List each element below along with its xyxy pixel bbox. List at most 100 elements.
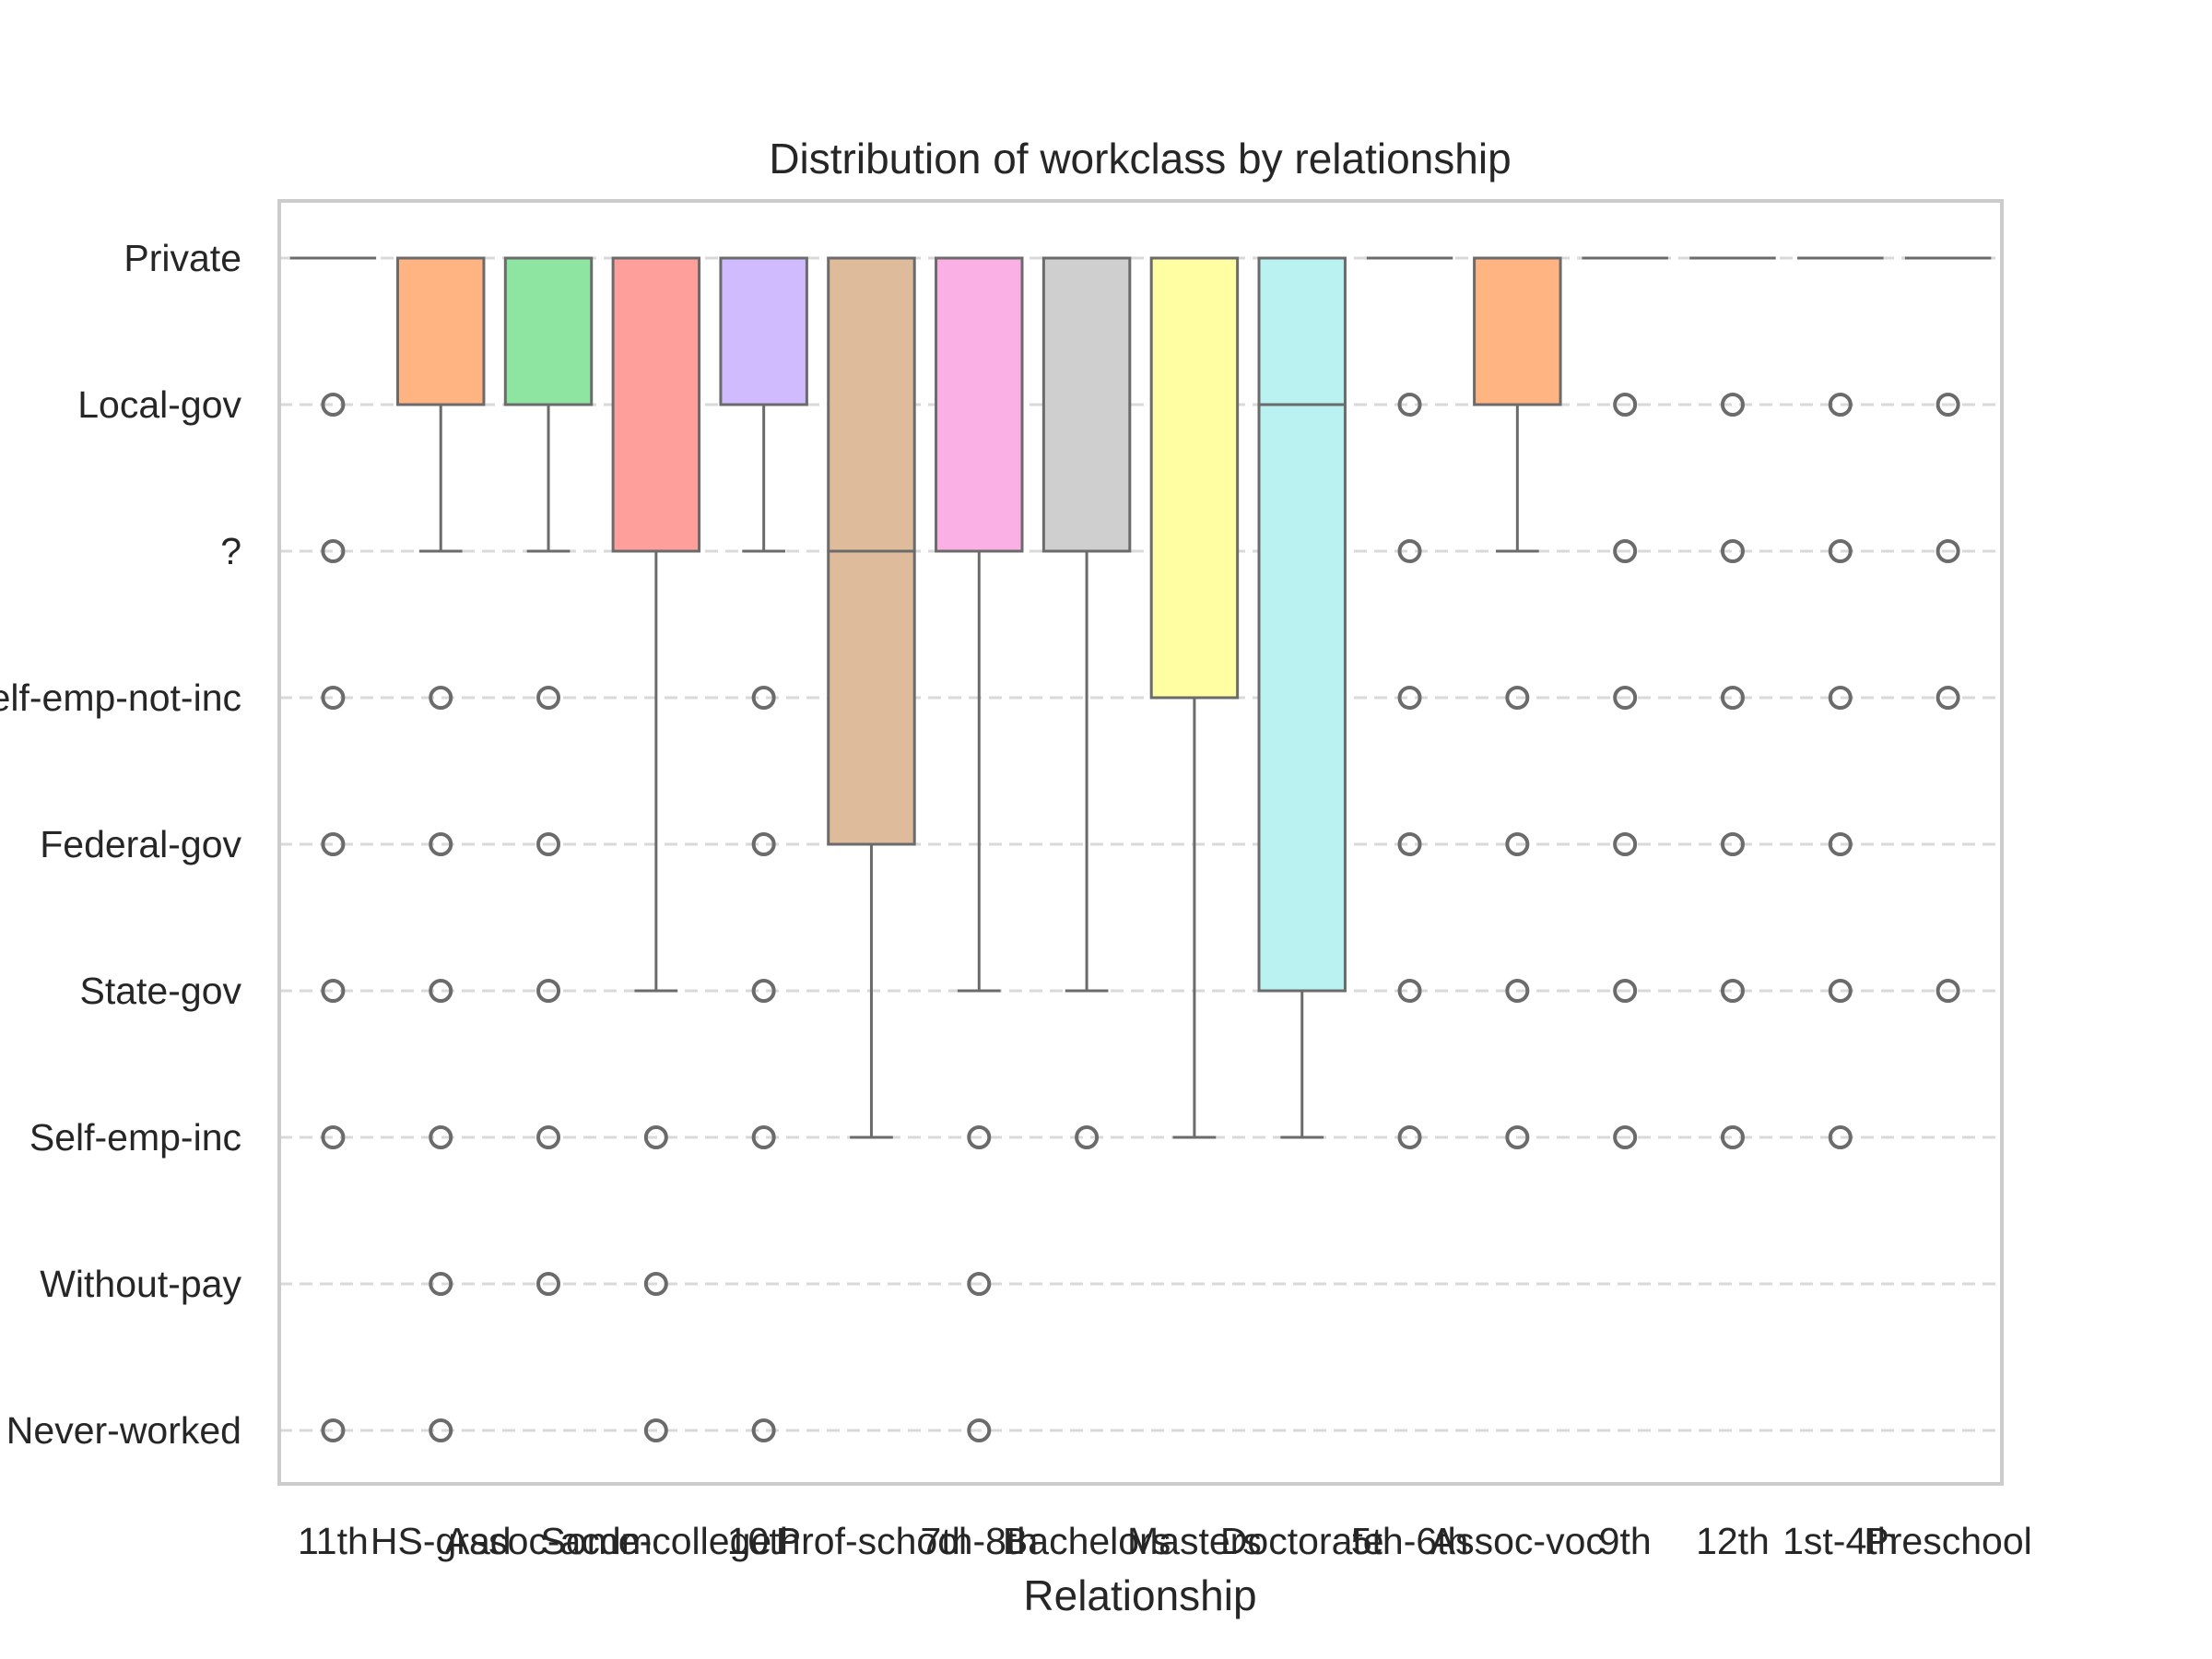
x-tick-assoc-voc: Assoc-voc: [1430, 1520, 1605, 1562]
outlier-point: [643, 1272, 668, 1296]
outlier-point: [536, 686, 561, 710]
outlier-point: [1720, 979, 1745, 1003]
outlier-point: [536, 1272, 561, 1296]
y-tick-unknown: ?: [220, 530, 241, 572]
outlier-point: [321, 1418, 346, 1442]
outlier-point: [429, 686, 453, 710]
x-tick-9th: 9th: [1599, 1520, 1652, 1562]
x-tick-hs-grad: HS-grad: [371, 1520, 512, 1562]
outlier-point: [321, 1125, 346, 1149]
box-prof-school: [827, 256, 916, 1139]
x-tick-bachelors: Bachelors: [1003, 1520, 1171, 1562]
outlier-point: [429, 1272, 453, 1296]
x-tick-doctorate: Doctorate: [1220, 1520, 1384, 1562]
outlier-point: [1397, 539, 1422, 563]
outlier-point: [1505, 686, 1530, 710]
outlier-point: [321, 979, 346, 1003]
outlier-point: [1505, 832, 1530, 856]
outlier-point: [643, 1418, 668, 1442]
x-tick-12th: 12th: [1696, 1520, 1770, 1562]
y-tick-local-gov: Local-gov: [77, 383, 241, 426]
outlier-point: [429, 1125, 453, 1149]
outlier-point: [321, 686, 346, 710]
outlier-point: [321, 539, 346, 563]
outlier-point: [1397, 686, 1422, 710]
outlier-point: [1613, 1125, 1638, 1149]
outlier-point: [1936, 686, 1960, 710]
box-assoc-voc: [1473, 256, 1562, 1149]
outlier-point: [1505, 1125, 1530, 1149]
box-10th: [719, 256, 808, 1442]
y-tick-federal-gov: Federal-gov: [40, 823, 241, 865]
box-iqr: [1041, 256, 1132, 553]
outlier-point: [1505, 979, 1530, 1003]
x-tick-masters: Masters: [1127, 1520, 1262, 1562]
x-tick-preschool: Preschool: [1864, 1520, 2031, 1562]
outlier-point: [1828, 979, 1853, 1003]
box-some-college: [611, 256, 701, 1442]
box-preschool: [1904, 256, 1992, 1003]
y-tick-private: Private: [124, 237, 241, 279]
box-bachelors: [1041, 256, 1132, 1149]
outlier-point: [967, 1272, 992, 1296]
box-iqr: [1257, 256, 1347, 993]
outlier-point: [967, 1418, 992, 1442]
outlier-point: [321, 393, 346, 417]
outlier-point: [1397, 1125, 1422, 1149]
outlier-point: [751, 1125, 776, 1149]
outlier-point: [429, 979, 453, 1003]
outlier-point: [1828, 1125, 1853, 1149]
outlier-point: [536, 979, 561, 1003]
outlier-point: [1613, 686, 1638, 710]
box-iqr: [503, 256, 594, 406]
plot-frame: [277, 199, 2004, 1486]
outlier-point: [1828, 832, 1853, 856]
box-12th: [1689, 256, 1776, 1149]
y-tick-labels: Private Local-gov? Self-emp-not-inc Federal…: [0, 237, 241, 1452]
box-9th: [1582, 256, 1668, 1149]
outlier-point: [1397, 979, 1422, 1003]
box-11th: [289, 256, 377, 1442]
outlier-point: [1936, 539, 1960, 563]
outlier-point: [1613, 539, 1638, 563]
outlier-point: [751, 979, 776, 1003]
y-tick-without-pay: Without-pay: [40, 1263, 241, 1305]
y-tick-self-emp-inc: Self-emp-inc: [29, 1116, 241, 1159]
box-iqr: [611, 256, 701, 553]
outlier-point: [751, 832, 776, 856]
x-tick-some-college: Some-college: [541, 1520, 772, 1562]
outlier-point: [429, 832, 453, 856]
y-tick-self-emp-not-inc: Self-emp-not-inc: [0, 677, 241, 719]
x-tick-7th-8th: 7th-8th: [920, 1520, 1038, 1562]
box-5th-6th: [1366, 256, 1453, 1149]
outlier-point: [1397, 832, 1422, 856]
box-iqr: [395, 256, 486, 406]
box-assoc-acdm: [503, 256, 594, 1296]
box-masters: [1149, 256, 1240, 1139]
outlier-point: [1613, 832, 1638, 856]
box-iqr: [719, 256, 808, 406]
boxes: [289, 256, 1992, 1442]
outlier-point: [429, 1418, 453, 1442]
outlier-point: [751, 1418, 776, 1442]
outlier-point: [1397, 393, 1422, 417]
outlier-point: [751, 686, 776, 710]
outlier-point: [1613, 393, 1638, 417]
outlier-point: [321, 832, 346, 856]
box-1st-4th: [1797, 256, 1884, 1149]
chart-title: Distribution of workclass by relationshi…: [769, 135, 1511, 182]
box-doctorate: [1257, 256, 1347, 1139]
box-hs-grad: [395, 256, 486, 1442]
outlier-point: [536, 1125, 561, 1149]
x-tick-10th: 10th: [727, 1520, 801, 1562]
outlier-point: [1075, 1125, 1100, 1149]
outlier-point: [1720, 393, 1745, 417]
x-tick-assoc-acdm: Assoc-acdm: [444, 1520, 653, 1562]
x-tick-labels: 11th HS-gradAssoc-acdmSome-college10thPro…: [298, 1520, 2032, 1562]
outlier-point: [643, 1125, 668, 1149]
x-axis-label: Relationship: [1023, 1571, 1256, 1619]
outlier-point: [536, 832, 561, 856]
outlier-point: [1720, 539, 1745, 563]
